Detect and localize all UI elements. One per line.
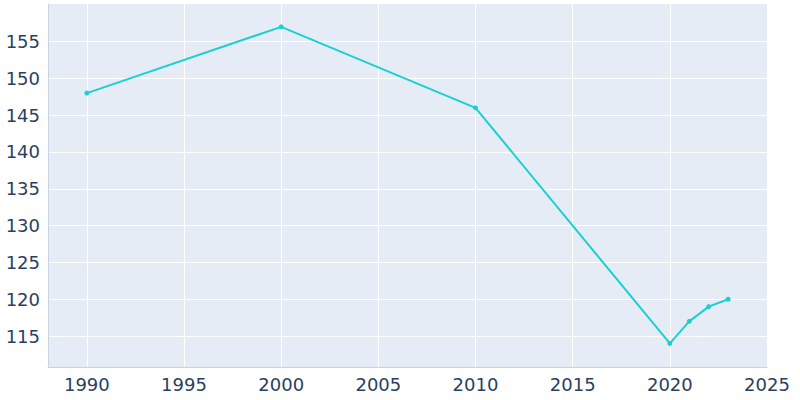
svg-text:2005: 2005 [355, 374, 401, 395]
svg-text:140: 140 [6, 141, 40, 162]
svg-text:130: 130 [6, 215, 40, 236]
svg-text:155: 155 [6, 31, 40, 52]
svg-text:2010: 2010 [453, 374, 499, 395]
svg-text:125: 125 [6, 252, 40, 273]
svg-text:2015: 2015 [550, 374, 596, 395]
svg-text:1990: 1990 [64, 374, 110, 395]
svg-text:145: 145 [6, 105, 40, 126]
svg-text:135: 135 [6, 178, 40, 199]
svg-text:2020: 2020 [647, 374, 693, 395]
svg-text:115: 115 [6, 326, 40, 347]
svg-text:2000: 2000 [258, 374, 304, 395]
svg-text:150: 150 [6, 68, 40, 89]
svg-text:2025: 2025 [744, 374, 790, 395]
svg-text:120: 120 [6, 289, 40, 310]
svg-text:1995: 1995 [161, 374, 207, 395]
